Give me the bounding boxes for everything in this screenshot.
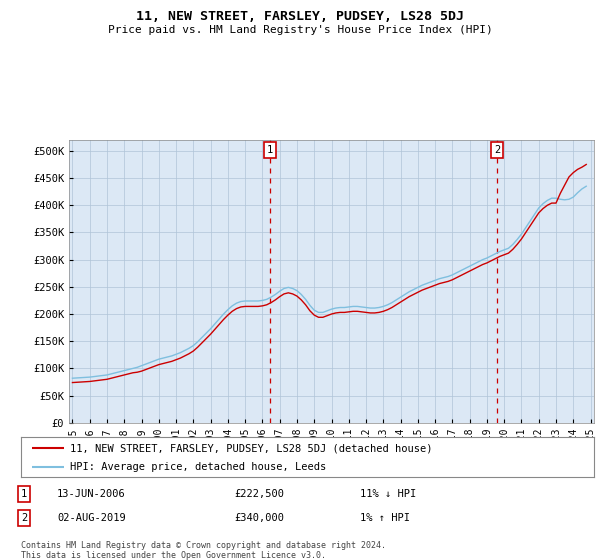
Text: 1: 1 [21, 489, 27, 499]
Text: Price paid vs. HM Land Registry's House Price Index (HPI): Price paid vs. HM Land Registry's House … [107, 25, 493, 35]
Text: 11% ↓ HPI: 11% ↓ HPI [360, 489, 416, 499]
Text: £222,500: £222,500 [234, 489, 284, 499]
Text: 2: 2 [494, 145, 500, 155]
Text: 11, NEW STREET, FARSLEY, PUDSEY, LS28 5DJ: 11, NEW STREET, FARSLEY, PUDSEY, LS28 5D… [136, 10, 464, 23]
Text: 13-JUN-2006: 13-JUN-2006 [57, 489, 126, 499]
Text: 2: 2 [21, 513, 27, 523]
Text: Contains HM Land Registry data © Crown copyright and database right 2024.
This d: Contains HM Land Registry data © Crown c… [21, 541, 386, 560]
Text: £340,000: £340,000 [234, 513, 284, 523]
Text: 1: 1 [267, 145, 274, 155]
Text: HPI: Average price, detached house, Leeds: HPI: Average price, detached house, Leed… [70, 462, 326, 472]
Text: 02-AUG-2019: 02-AUG-2019 [57, 513, 126, 523]
Text: 1% ↑ HPI: 1% ↑ HPI [360, 513, 410, 523]
Text: 11, NEW STREET, FARSLEY, PUDSEY, LS28 5DJ (detached house): 11, NEW STREET, FARSLEY, PUDSEY, LS28 5D… [70, 443, 432, 453]
